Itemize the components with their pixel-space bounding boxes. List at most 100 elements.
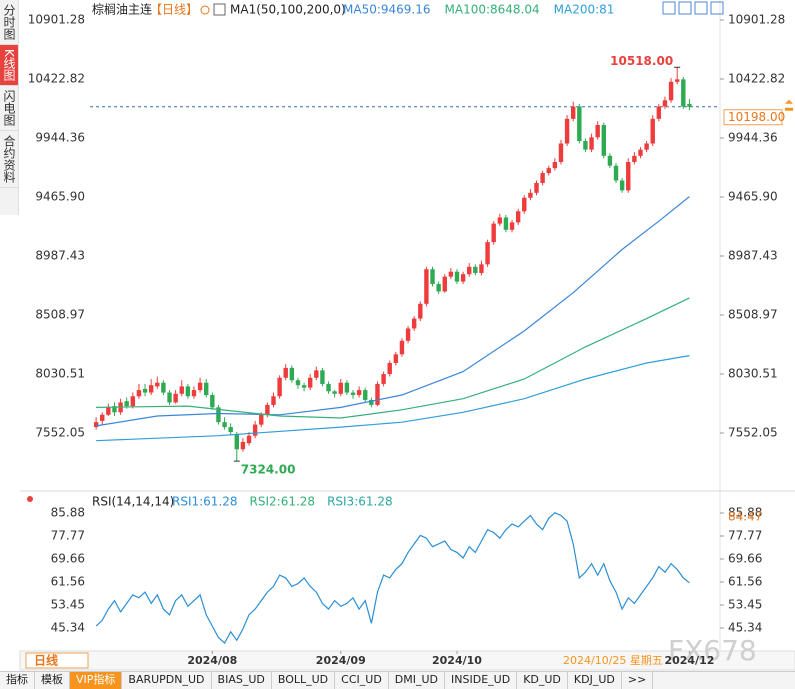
indicator-tab[interactable]: KDJ_UD — [568, 672, 622, 689]
candle-body — [668, 81, 674, 101]
candle-body — [381, 374, 386, 384]
candle-body — [100, 414, 105, 421]
indicator-tab[interactable]: >> — [622, 672, 654, 689]
candle-body — [644, 143, 649, 150]
period-button-label[interactable]: 日线 — [34, 653, 58, 668]
candle-body — [460, 274, 466, 282]
y-tick-label-right: 45.34 — [728, 620, 762, 634]
tool-icon[interactable] — [678, 1, 692, 15]
candle-body — [589, 137, 594, 150]
indicator-tab[interactable]: 模板 — [35, 672, 70, 689]
ma-line — [96, 355, 690, 442]
candle-body — [173, 393, 178, 403]
candle-body — [148, 385, 154, 393]
candle-body — [601, 124, 606, 156]
candle-body — [326, 383, 331, 392]
indicator-icon[interactable] — [213, 3, 226, 16]
y-tick-label: 69.66 — [51, 552, 85, 566]
candle-body — [619, 180, 625, 191]
candle-body — [246, 435, 252, 444]
rsi-icon[interactable] — [27, 496, 33, 502]
tool-icon[interactable] — [710, 1, 724, 15]
legend-label: RSI3:61.28 — [327, 495, 393, 509]
candle-body — [277, 377, 282, 397]
tool-icon[interactable] — [662, 1, 676, 15]
add-icon[interactable] — [200, 5, 210, 15]
candle-body — [674, 79, 680, 82]
candle-body — [252, 424, 258, 436]
rsi-title: RSI(14,14,14) — [92, 495, 174, 509]
indicator-tab[interactable]: BARUPDN_UD — [122, 672, 212, 689]
y-tick-label-right: 8508.97 — [728, 308, 778, 322]
candle-body — [332, 391, 337, 394]
candle-body — [564, 118, 570, 144]
y-tick-label: 77.77 — [51, 529, 85, 543]
candle-body — [436, 284, 441, 292]
candle-body — [607, 155, 613, 166]
candle-body — [363, 390, 368, 400]
candle-body — [497, 217, 503, 224]
candle-body — [210, 395, 215, 408]
legend-label: RSI2:61.28 — [250, 495, 316, 509]
x-tick-label: 2024/08 — [187, 654, 237, 667]
tool-icon[interactable] — [694, 1, 708, 15]
indicator-tab[interactable]: KD_UD — [517, 672, 568, 689]
candle-body — [320, 370, 325, 384]
candle-body — [155, 382, 160, 387]
y-tick-label: 9944.36 — [35, 131, 85, 145]
candle-body — [161, 382, 166, 393]
indicator-tab[interactable]: 指标 — [0, 672, 35, 689]
y-tick-label: 8508.97 — [35, 308, 85, 322]
candle-body — [369, 399, 374, 405]
candle-body — [656, 106, 662, 119]
candle-body — [540, 173, 545, 183]
candle-body — [234, 434, 239, 450]
last-price-box — [723, 109, 783, 126]
candle-body — [515, 211, 521, 223]
period-button[interactable] — [25, 652, 89, 669]
candle-body — [307, 377, 313, 388]
candle-body — [485, 242, 490, 265]
last-price-label: 10198.00 — [728, 110, 785, 124]
indicator-tab[interactable]: VIP指标 — [70, 672, 123, 689]
candle-body — [259, 414, 264, 425]
candle-body — [167, 392, 172, 403]
indicator-tab[interactable]: BOLL_UD — [272, 672, 336, 689]
indicator-tab[interactable]: CCI_UD — [335, 672, 389, 689]
candle-body — [509, 222, 515, 230]
candle-body — [411, 318, 417, 329]
y-tick-label: 45.34 — [51, 620, 85, 634]
candle-body — [534, 182, 539, 193]
y-tick-label: 53.45 — [51, 597, 85, 611]
sidebar-tab[interactable]: 合约资料 — [0, 131, 18, 188]
ma-line — [96, 297, 690, 419]
candle-body — [595, 124, 600, 138]
candle-body — [375, 383, 380, 405]
candle-body — [142, 388, 148, 393]
rsi-marker-label: 84.47 — [728, 510, 762, 524]
sidebar-tab[interactable]: K线图 — [0, 45, 18, 86]
candle-body — [191, 390, 197, 397]
candle-body — [522, 197, 527, 212]
y-tick-label: 8987.43 — [35, 249, 85, 263]
indicator-tab[interactable]: DMI_UD — [389, 672, 446, 689]
sidebar-tab[interactable]: 分时图 — [0, 0, 18, 45]
candle-body — [613, 165, 619, 181]
toolbar-icons[interactable] — [662, 1, 724, 15]
candle-body — [687, 104, 692, 107]
sidebar-tab[interactable]: 闪电图 — [0, 86, 18, 131]
y-tick-label-right: 9944.36 — [728, 131, 778, 145]
indicator-tab[interactable]: INSIDE_UD — [445, 672, 518, 689]
candle-body — [350, 392, 356, 396]
y-tick-label-right: 53.45 — [728, 597, 762, 611]
candle-body — [662, 100, 668, 107]
candle-body — [546, 168, 551, 174]
candle-body — [571, 106, 576, 119]
y-tick-label-right: 10901.28 — [728, 13, 785, 27]
indicator-tab[interactable]: BIAS_UD — [212, 672, 272, 689]
candle-body — [240, 441, 246, 450]
candle-body — [301, 385, 307, 388]
candle-body — [344, 382, 350, 393]
x-tick-label: 2024/09 — [316, 654, 366, 667]
